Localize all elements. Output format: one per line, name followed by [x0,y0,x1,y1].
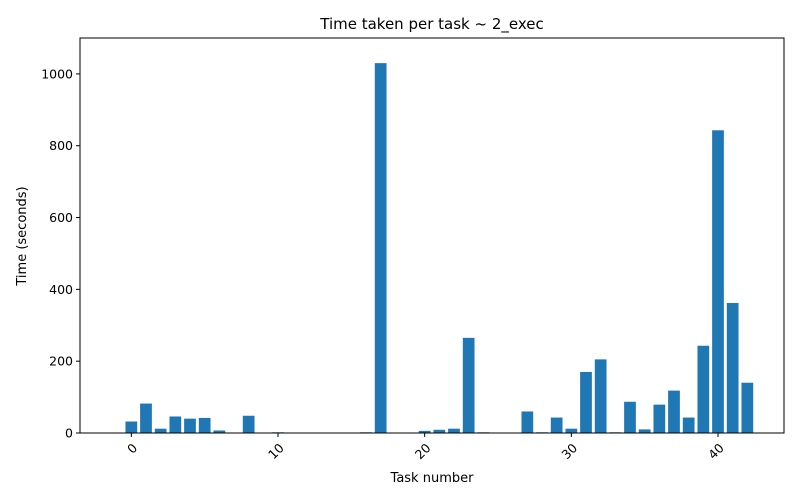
bar-task-29 [550,417,563,433]
y-tick-label: 600 [49,210,73,225]
y-axis-label: Time (seconds) [15,186,30,286]
bar-task-30 [565,428,578,433]
bars-group [125,63,754,434]
x-axis-label: Task number [390,471,475,486]
bar-task-17 [374,63,387,433]
bar-task-41 [726,303,739,433]
bar-task-34 [624,401,636,433]
bar-task-27 [521,411,534,433]
bar-task-38 [682,417,695,433]
y-tick-label: 800 [49,138,73,153]
y-tick-label: 400 [49,282,73,297]
bar-task-2 [154,428,167,433]
bar-task-35 [638,429,651,433]
y-tick-label: 0 [65,426,73,441]
y-tick-label: 1000 [41,66,73,81]
bar-task-32 [594,359,607,433]
bar-task-42 [741,382,754,433]
plot-frame [79,37,785,434]
y-axis-ticks: 0 200 400 600 800 1000 [41,66,80,441]
bar-task-20 [418,430,431,433]
bar-task-37 [668,390,680,433]
bar-task-4 [184,418,196,433]
bar-task-21 [433,429,446,433]
bar-task-31 [580,371,592,433]
bar-task-23 [462,337,475,433]
bar-task-0 [125,421,138,433]
y-tick-label: 200 [49,354,73,369]
bar-task-40 [712,130,724,434]
chart-title: Time taken per task ~ 2_exec [319,15,543,34]
bar-task-5 [198,417,211,433]
bar-task-6 [213,430,226,433]
bar-task-8 [242,415,255,433]
bar-task-39 [697,345,710,433]
bar-task-36 [653,404,666,433]
bar-task-1 [140,403,152,433]
bar-task-3 [169,416,182,433]
bar-task-22 [448,428,460,433]
